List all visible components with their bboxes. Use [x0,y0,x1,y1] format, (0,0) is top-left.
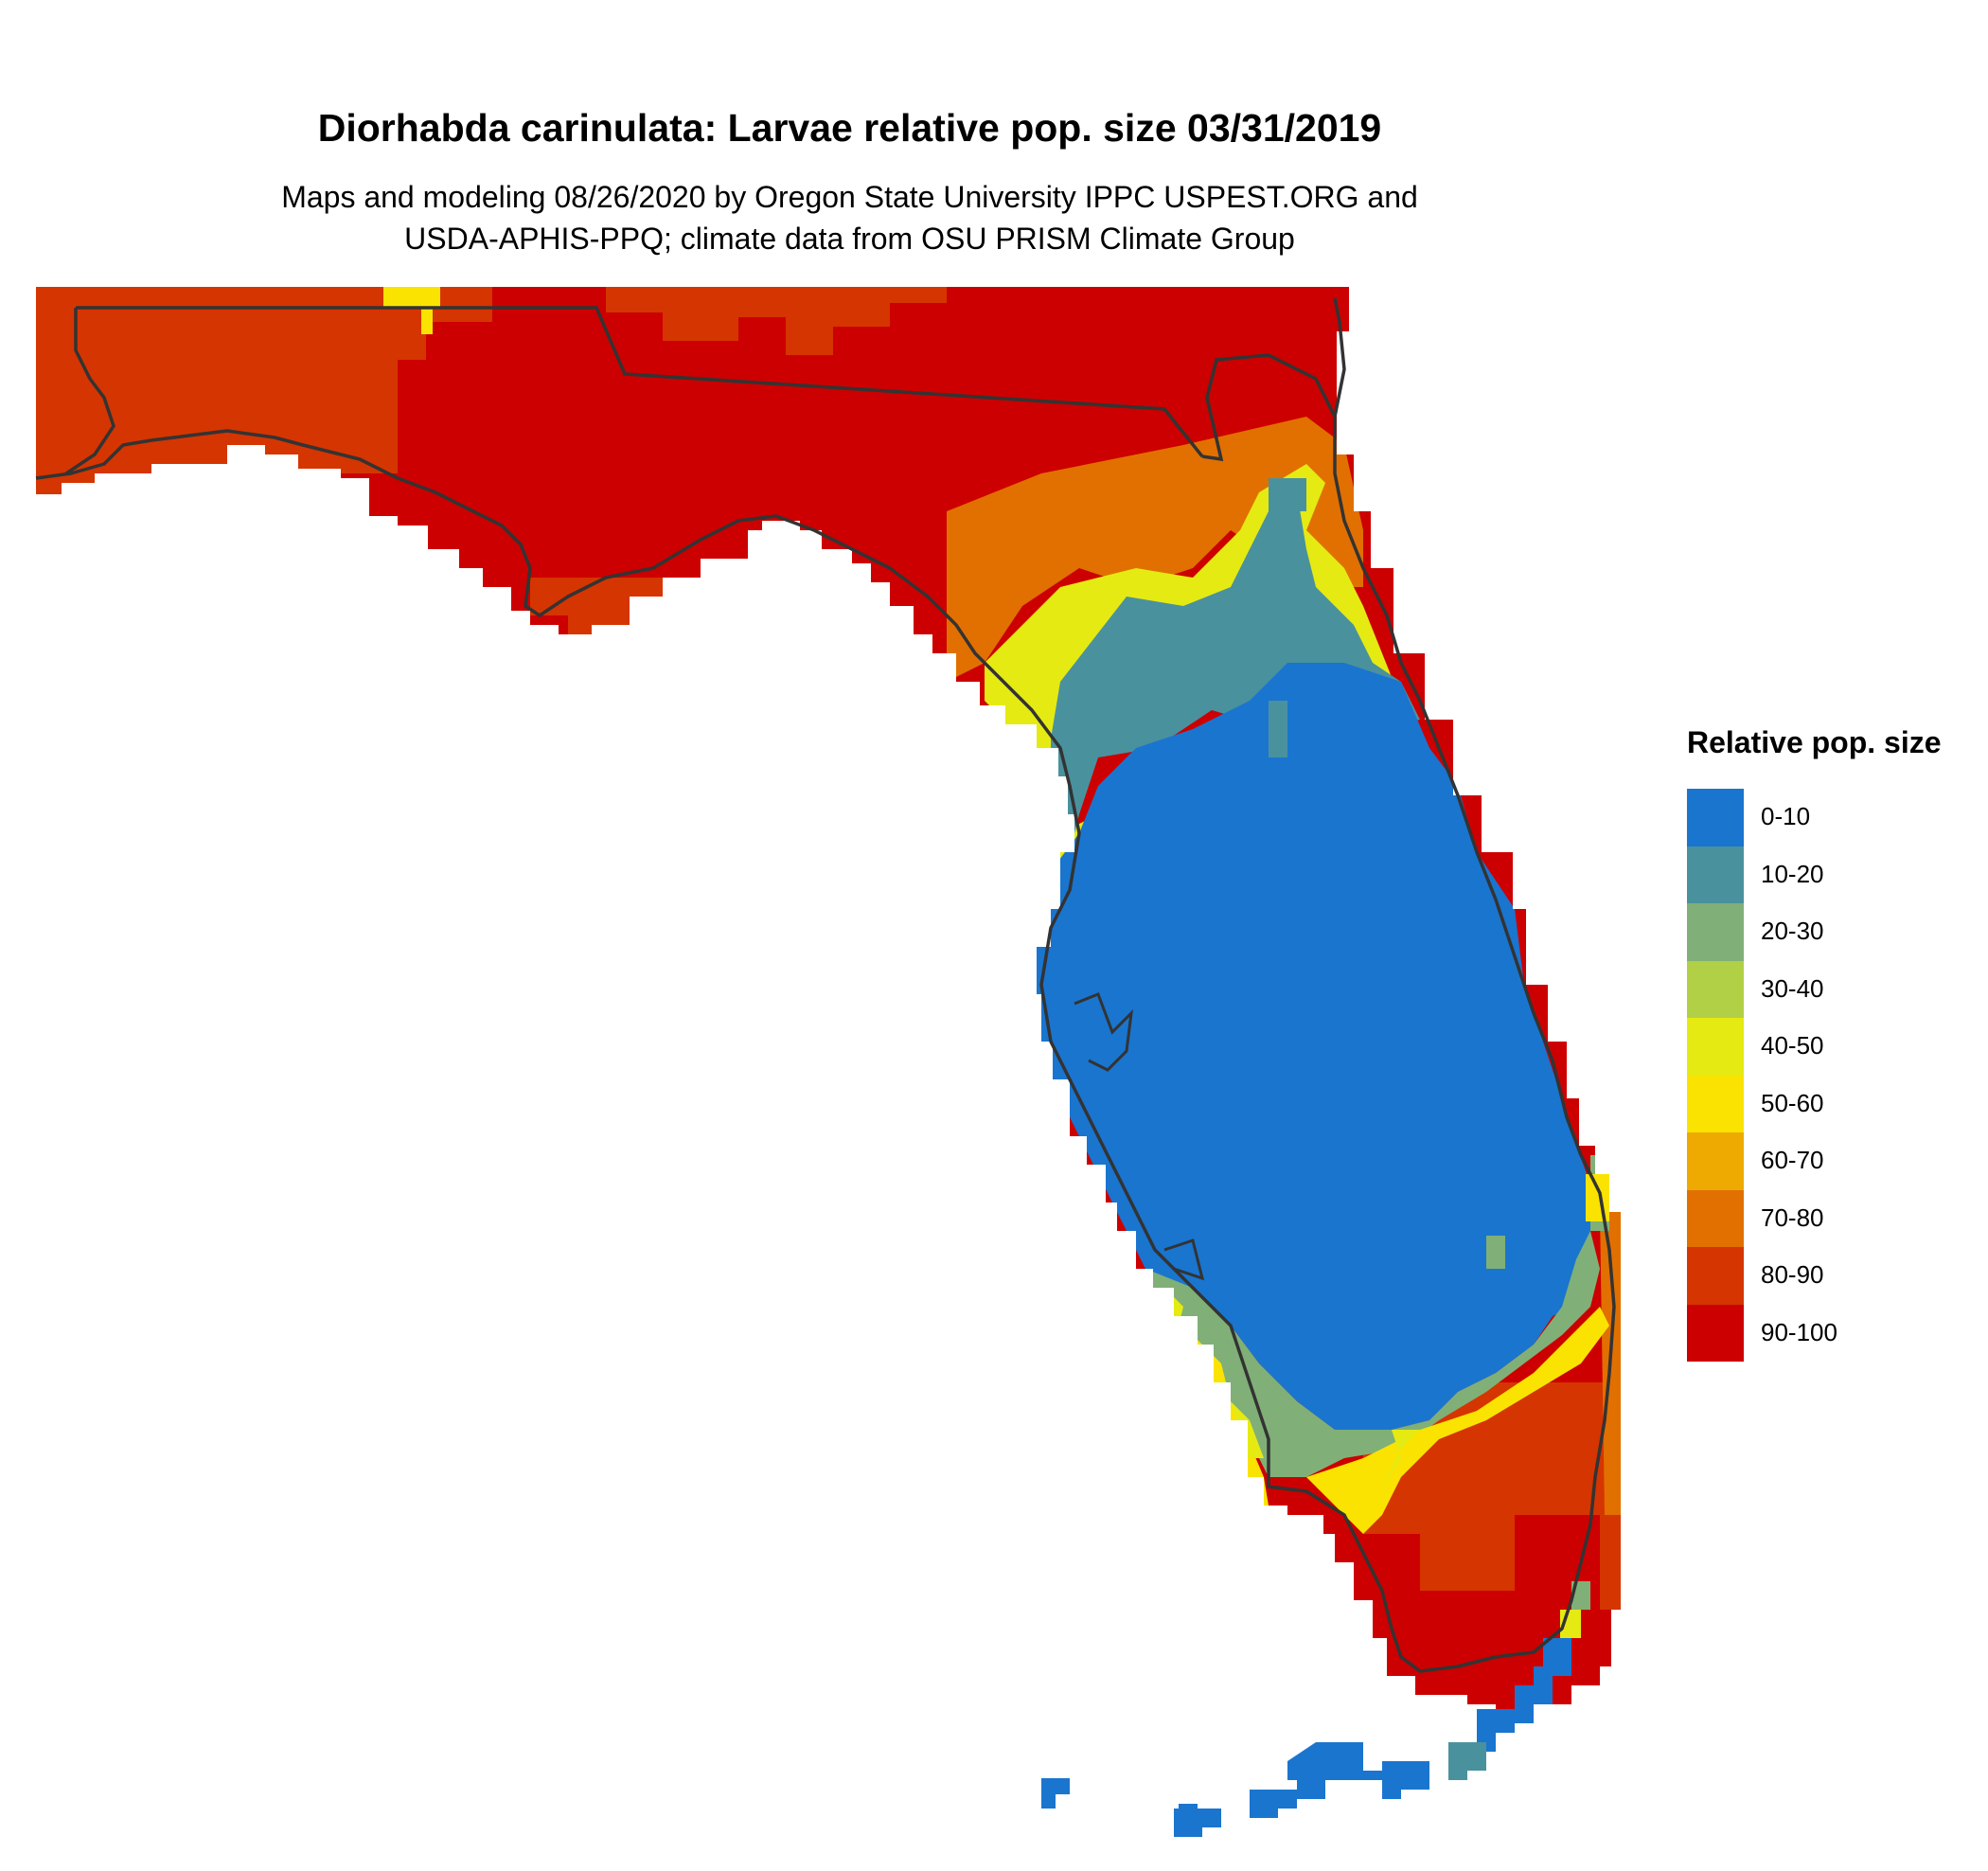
zone-50-60-panhandle-spot [383,287,440,308]
key-20-30 [1571,1581,1590,1610]
map-title: Diorhabda carinulata: Larvae relative po… [317,106,1382,150]
legend-label: 40-50 [1761,1031,1824,1060]
zone-70-80-bigbend [966,568,1003,625]
legend-label: 50-60 [1761,1088,1824,1117]
legend-swatch [1687,789,1744,846]
key-0-10-g [1174,1809,1221,1837]
zone-80-90-north [606,287,947,355]
zone-80-90-panhandle-west [36,287,492,511]
legend-swatch [1687,1018,1744,1076]
zone-10-20-spot-north [1269,478,1306,511]
legend-label: 60-70 [1761,1146,1824,1174]
legend-item: 70-80 [1687,1189,1971,1247]
legend-item: 40-50 [1687,1018,1971,1076]
legend: Relative pop. size 0-10 10-20 20-30 30-40 40… [1687,725,1971,1362]
zone-0-10-peninsula [1022,663,1590,1430]
zone-40-50-south [1382,1430,1420,1487]
legend-swatch [1687,1304,1744,1362]
state-border-west [65,308,115,475]
state-border-northeast [1201,353,1337,462]
legend-label: 90-100 [1761,1317,1837,1346]
zone-10-20-band [1051,492,1420,852]
legend-label: 0-10 [1761,802,1811,830]
zone-20-30-spot [1486,1236,1505,1269]
key-0-10-c [1477,1709,1515,1752]
legend-swatch [1687,1189,1744,1247]
legend-item: 80-90 [1687,1247,1971,1305]
key-0-10-f [1250,1790,1297,1818]
state-outline [35,297,1616,1673]
key-0-10-i [1179,1804,1198,1813]
legend-swatch [1687,1247,1744,1305]
key-0-10-e [1287,1742,1382,1799]
prediction-raster [36,287,1621,1723]
bay-outline [1074,992,1134,1072]
legend-item: 50-60 [1687,1075,1971,1132]
legend-items: 0-10 10-20 20-30 30-40 40-50 50-60 60-70 70-80 8… [1687,789,1971,1362]
zone-50-60-south [1306,1307,1609,1534]
subtitle-line-1: Maps and modeling 08/26/2020 by Oregon S… [281,180,1418,214]
key-0-10-d [1382,1761,1429,1799]
florida-keys [1041,1581,1590,1837]
legend-swatch [1687,1075,1744,1132]
zone-50-60-east [1586,1174,1609,1221]
legend-swatch [1687,960,1744,1018]
key-10-20 [1448,1742,1486,1780]
zone-80-90-bigbend [530,578,701,634]
legend-swatch [1687,1132,1744,1190]
legend-item: 60-70 [1687,1132,1971,1190]
legend-item: 90-100 [1687,1304,1971,1362]
legend-swatch [1687,846,1744,903]
legend-title: Relative pop. size [1687,725,1942,759]
map-subtitle: Maps and modeling 08/26/2020 by Oregon S… [0,176,1699,259]
key-0-10-b [1515,1685,1553,1723]
legend-item: 20-30 [1687,903,1971,961]
legend-item: 10-20 [1687,846,1971,903]
legend-item: 30-40 [1687,960,1971,1018]
bay-outline-south [1163,1238,1205,1281]
zone-50-60-panhandle-spot-2 [421,308,433,334]
subtitle-line-2: USDA-APHIS-PPQ; climate data from OSU PR… [404,222,1295,256]
legend-label: 70-80 [1761,1203,1824,1232]
zone-70-80-east-coast [1600,1212,1621,1515]
zone-10-20-spot [1269,701,1287,757]
state-border-north [76,306,1204,458]
legend-label: 30-40 [1761,973,1824,1003]
legend-label: 20-30 [1761,917,1824,945]
legend-item: 0-10 [1687,789,1971,846]
zone-70-80-north-central [947,417,1363,682]
legend-swatch [1687,903,1744,961]
legend-label: 80-90 [1761,1260,1824,1289]
key-0-10-h [1041,1778,1070,1809]
legend-label: 10-20 [1761,859,1824,888]
key-0-10-a [1534,1638,1571,1695]
